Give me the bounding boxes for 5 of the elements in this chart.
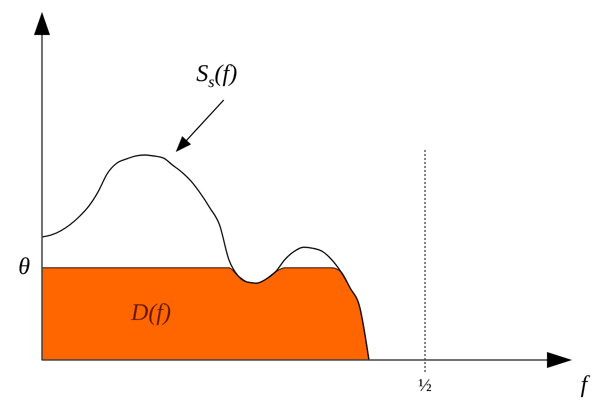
text: θ bbox=[18, 253, 30, 280]
text: S$_{s}$(f) bbox=[196, 60, 238, 92]
text: f bbox=[580, 372, 591, 398]
series-label: D(f) bbox=[130, 299, 171, 326]
text: ½ bbox=[418, 375, 432, 396]
